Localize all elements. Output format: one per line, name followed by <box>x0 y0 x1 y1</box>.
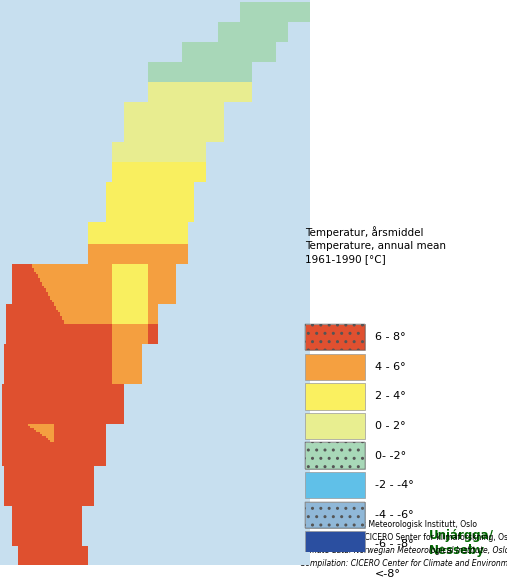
Text: Voss: Voss <box>89 183 119 196</box>
Text: <-8°: <-8° <box>375 569 401 579</box>
Text: -2 - -4°: -2 - -4° <box>375 480 414 490</box>
Text: Municipalities participating
in the NORADAPT project: Municipalities participating in the NORA… <box>8 75 213 105</box>
FancyBboxPatch shape <box>305 531 365 557</box>
Text: Klimadata: Norsk Meteorologisk Institutt, Oslo: Klimadata: Norsk Meteorologisk Institutt… <box>300 520 477 529</box>
FancyBboxPatch shape <box>305 472 365 498</box>
Text: Høylandet: Høylandet <box>144 314 212 326</box>
Text: -6 - -8°: -6 - -8° <box>375 539 414 549</box>
Text: Kommuner i NORADAPT
prosjektet: Kommuner i NORADAPT prosjektet <box>8 12 223 46</box>
FancyBboxPatch shape <box>305 383 365 409</box>
Text: 6 - 8°: 6 - 8° <box>375 332 406 342</box>
Text: Fredrikstad: Fredrikstad <box>137 121 213 134</box>
Text: 2 - 4°: 2 - 4° <box>375 391 406 401</box>
FancyBboxPatch shape <box>305 354 365 380</box>
FancyBboxPatch shape <box>305 561 365 584</box>
Text: Temperatur, årsmiddel
Temperature, annual mean
1961-1990 [°C]: Temperatur, årsmiddel Temperature, annua… <box>305 226 446 265</box>
FancyBboxPatch shape <box>305 502 365 528</box>
FancyBboxPatch shape <box>305 443 365 468</box>
Text: Bergen: Bergen <box>19 166 67 179</box>
Text: Climate data: Norwegian Meteorological Institute, Oslo: Climate data: Norwegian Meteorological I… <box>300 546 507 555</box>
Text: Stavanger: Stavanger <box>9 131 78 144</box>
Text: -4 - -6°: -4 - -6° <box>375 510 414 520</box>
Text: Compilation: CICERO Center for Climate and Environmental Research, Oslo: Compilation: CICERO Center for Climate a… <box>300 559 507 568</box>
FancyBboxPatch shape <box>305 413 365 439</box>
Text: 0 - 2°: 0 - 2° <box>375 421 406 431</box>
Text: 4 - 6°: 4 - 6° <box>375 362 406 372</box>
Text: Unjárgga/
Nesseby: Unjárgga/ Nesseby <box>428 529 493 557</box>
Text: Flora: Flora <box>11 204 45 217</box>
Text: 0- -2°: 0- -2° <box>375 450 406 461</box>
FancyBboxPatch shape <box>305 324 365 350</box>
Text: Hammerfest: Hammerfest <box>195 512 277 525</box>
Text: Sammenstilling: CICERO Senter for klimaforskning, Oslo: Sammenstilling: CICERO Senter for klimaf… <box>300 533 507 542</box>
